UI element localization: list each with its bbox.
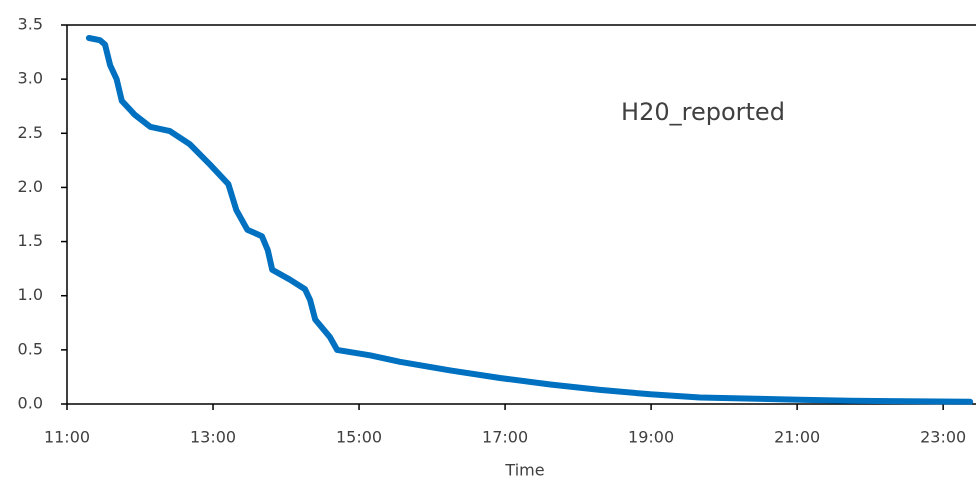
- y-tick-label: 0.5: [18, 339, 43, 358]
- x-tick-label: 11:00: [44, 428, 90, 447]
- series-annotation: H20_reported: [621, 98, 785, 126]
- x-tick-label: 19:00: [628, 428, 674, 447]
- y-tick-label: 0.0: [18, 394, 43, 413]
- y-tick-label: 3.5: [18, 15, 43, 34]
- x-tick-label: 23:00: [920, 428, 966, 447]
- y-tick-label: 2.5: [18, 123, 43, 142]
- y-tick-label: 1.5: [18, 231, 43, 250]
- x-tick-label: 21:00: [774, 428, 820, 447]
- data-line: [85, 35, 974, 405]
- y-tick-label: 1.0: [18, 285, 43, 304]
- x-tick-label: 15:00: [336, 428, 382, 447]
- x-tick-label: 17:00: [482, 428, 528, 447]
- x-tick-label: 13:00: [190, 428, 236, 447]
- x-axis-title: Time: [504, 461, 544, 480]
- y-tick-label: 2.0: [18, 177, 43, 196]
- y-tick-label: 3.0: [18, 69, 43, 88]
